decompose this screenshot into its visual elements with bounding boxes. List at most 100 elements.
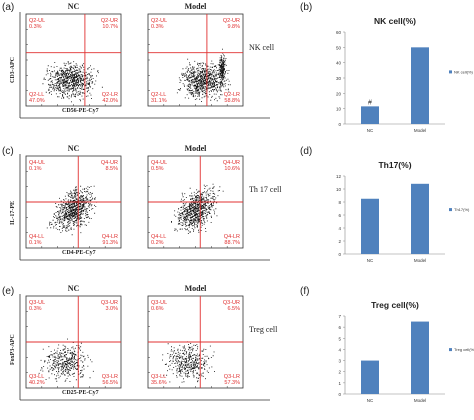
condition-label: NC — [67, 284, 80, 293]
quadrant-percent: 40.2% — [29, 380, 45, 386]
event-dots — [162, 341, 215, 383]
event-dots — [46, 185, 97, 236]
legend-swatch — [449, 208, 452, 212]
legend-swatch — [449, 70, 452, 74]
y-tick-label: 0 — [338, 392, 341, 397]
quadrant-percent: 31.1% — [151, 98, 167, 104]
quadrant-percent: 0.1% — [29, 166, 42, 172]
quadrant-name: Q2-LL — [151, 92, 166, 98]
axis-bracket — [19, 154, 270, 261]
quadrant-percent: 0.3% — [29, 306, 42, 312]
quadrant-name: Q4-LR — [224, 234, 240, 240]
quadrant-percent: 0.3% — [29, 24, 42, 30]
quadrant-name: Q2-UL — [29, 18, 45, 24]
y-tick-label: 4 — [338, 347, 341, 352]
condition-label: Model — [184, 284, 207, 293]
quadrant-percent: 56.5% — [102, 380, 118, 386]
quadrant-name: Q3-LR — [224, 374, 240, 380]
condition-label: NC — [67, 144, 80, 153]
condition-label: Model — [184, 144, 207, 153]
axis-bracket — [19, 12, 270, 119]
y-tick-label: 2 — [338, 370, 341, 375]
bar — [361, 106, 379, 124]
quadrant-name: Q3-UR — [101, 300, 118, 306]
category-label: NC — [367, 398, 374, 403]
bar — [411, 47, 429, 125]
quadrant-percent: 57.3% — [224, 380, 240, 386]
panel-label-a: (a) — [2, 2, 15, 13]
chart-title: NK cell(%) — [374, 16, 416, 26]
bar — [411, 321, 429, 394]
quadrant-percent: 47.0% — [29, 98, 45, 104]
panel-label-e: (e) — [2, 286, 15, 297]
y-tick-label: 7 — [338, 314, 341, 319]
quadrant-percent: 3.0% — [105, 306, 118, 312]
quadrant-percent: 88.7% — [224, 240, 240, 246]
y-tick-label: 6 — [338, 325, 341, 330]
quadrant-percent: 35.6% — [151, 380, 167, 386]
quadrant-percent: 6.5% — [227, 306, 240, 312]
bar — [361, 360, 379, 394]
legend-swatch — [449, 348, 452, 352]
y-tick-label: 12 — [336, 174, 342, 179]
y-tick-label: 8 — [338, 200, 341, 205]
legend-label: Th17(%) — [454, 207, 470, 212]
axis-bracket — [19, 294, 270, 401]
quadrant-percent: 10.6% — [224, 166, 240, 172]
condition-label: NC — [67, 2, 80, 11]
event-dots — [42, 61, 103, 103]
quadrant-name: Q2-UR — [101, 18, 118, 24]
quadrant-percent: 0.6% — [151, 306, 164, 312]
quadrant-name: Q2-LR — [102, 92, 118, 98]
chart-title: Treg cell(%) — [371, 300, 419, 310]
y-tick-label: 6 — [338, 213, 341, 218]
quadrant-percent: 8.5% — [105, 166, 118, 172]
y-tick-label: 40 — [336, 61, 342, 66]
quadrant-percent: 42.0% — [102, 98, 118, 104]
y-tick-label: 0 — [338, 122, 341, 127]
y-tick-label: 10 — [336, 187, 342, 192]
quadrant-name: Q3-LL — [151, 374, 166, 380]
chart-title: Th17(%) — [378, 160, 411, 170]
quadrant-percent: 9.8% — [227, 24, 240, 30]
category-label: Model — [414, 128, 426, 133]
quadrant-name: Q4-LL — [29, 234, 44, 240]
y-tick-label: 20 — [336, 91, 342, 96]
quadrant-name: Q3-UR — [223, 300, 240, 306]
bar — [411, 183, 429, 254]
quadrant-percent: 10.7% — [102, 24, 118, 30]
y-tick-label: 10 — [336, 107, 342, 112]
quadrant-name: Q3-UL — [151, 300, 167, 306]
quadrant-name: Q4-UL — [151, 160, 167, 166]
bar-chart: Th17(%) 0 2 4 6 8 10 12 NC Model Th17(%) — [336, 160, 470, 263]
panel-label-d: (d) — [300, 146, 313, 157]
quadrant-name: Q4-UL — [29, 160, 45, 166]
quadrant-name: Q2-UL — [151, 18, 167, 24]
legend-label: NK cell(%) — [454, 69, 474, 74]
bar-chart: NK cell(%) 0 10 20 30 40 50 60 NC # Model NK cell(%… — [336, 16, 474, 133]
y-tick-label: 30 — [336, 76, 342, 81]
cell-type-label: NK cell — [249, 43, 275, 52]
x-axis-label: CD56-PE-Cy7 — [62, 108, 99, 114]
quadrant-name: Q4-LR — [102, 234, 118, 240]
x-axis-label: CD4-PE-Cy7 — [62, 250, 96, 256]
quadrant-name: Q2-UR — [223, 18, 240, 24]
category-label: Model — [414, 258, 426, 263]
quadrant-name: Q4-UR — [223, 160, 240, 166]
quadrant-percent: 58.8% — [224, 98, 240, 104]
y-tick-label: 0 — [338, 252, 341, 257]
quadrant-name: Q3-LL — [29, 374, 44, 380]
quadrant-percent: 91.3% — [102, 240, 118, 246]
significance-mark: # — [368, 99, 372, 106]
quadrant-name: Q3-UL — [29, 300, 45, 306]
category-label: Model — [414, 398, 426, 403]
quadrant-name: Q2-LL — [29, 92, 44, 98]
quadrant-name: Q3-LR — [102, 374, 118, 380]
y-tick-label: 50 — [336, 45, 342, 50]
category-label: NC — [367, 258, 374, 263]
